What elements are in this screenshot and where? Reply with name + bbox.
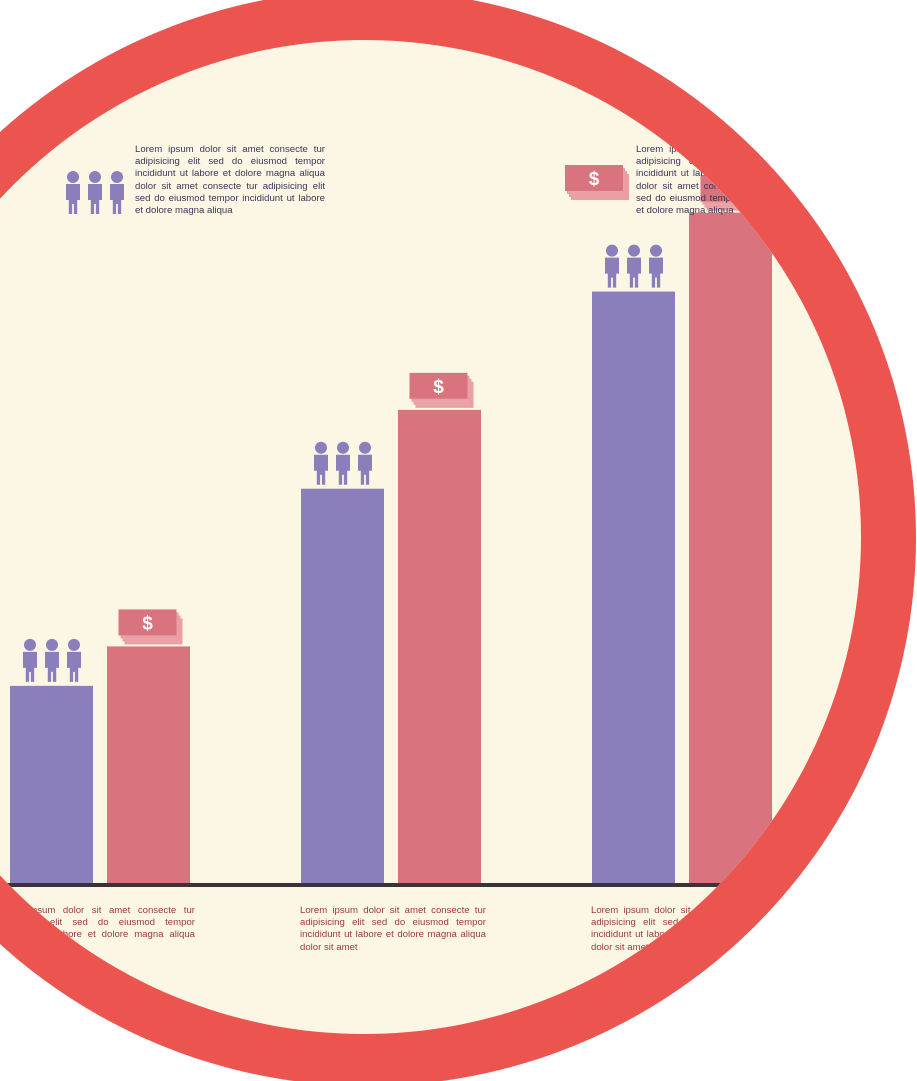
people-group-icon [23,638,81,682]
people-bar-2 [301,488,384,883]
cream-circle-background: $ Lorem ipsum dolor sit amet consecte tu… [0,40,861,1034]
people-group-icon [66,171,124,214]
people-group-icon [605,244,663,288]
people-group-icon [314,441,372,485]
dollar-bills-icon [565,165,629,200]
bottom-text-3: Lorem ipsum dolor sit amet consecte tur … [591,905,777,953]
people-bar-3 [592,291,675,884]
money-bar-3 [689,212,772,883]
money-bar-2 [398,409,481,883]
money-bar-1 [107,646,190,883]
bottom-text-2: Lorem ipsum dolor sit amet consecte tur … [300,905,486,953]
bottom-text-1: Lorem ipsum dolor sit amet consecte tur … [0,905,195,953]
top-right-text: Lorem ipsum dolor sit amet consecte tur … [636,144,826,217]
top-left-text: Lorem ipsum dolor sit amet consecte tur … [135,144,325,217]
dollar-bills-icon [118,609,183,645]
bar-chart: $ [0,165,861,887]
people-bar-1 [10,685,93,883]
dollar-bills-icon [409,372,474,408]
baseline [0,883,861,887]
